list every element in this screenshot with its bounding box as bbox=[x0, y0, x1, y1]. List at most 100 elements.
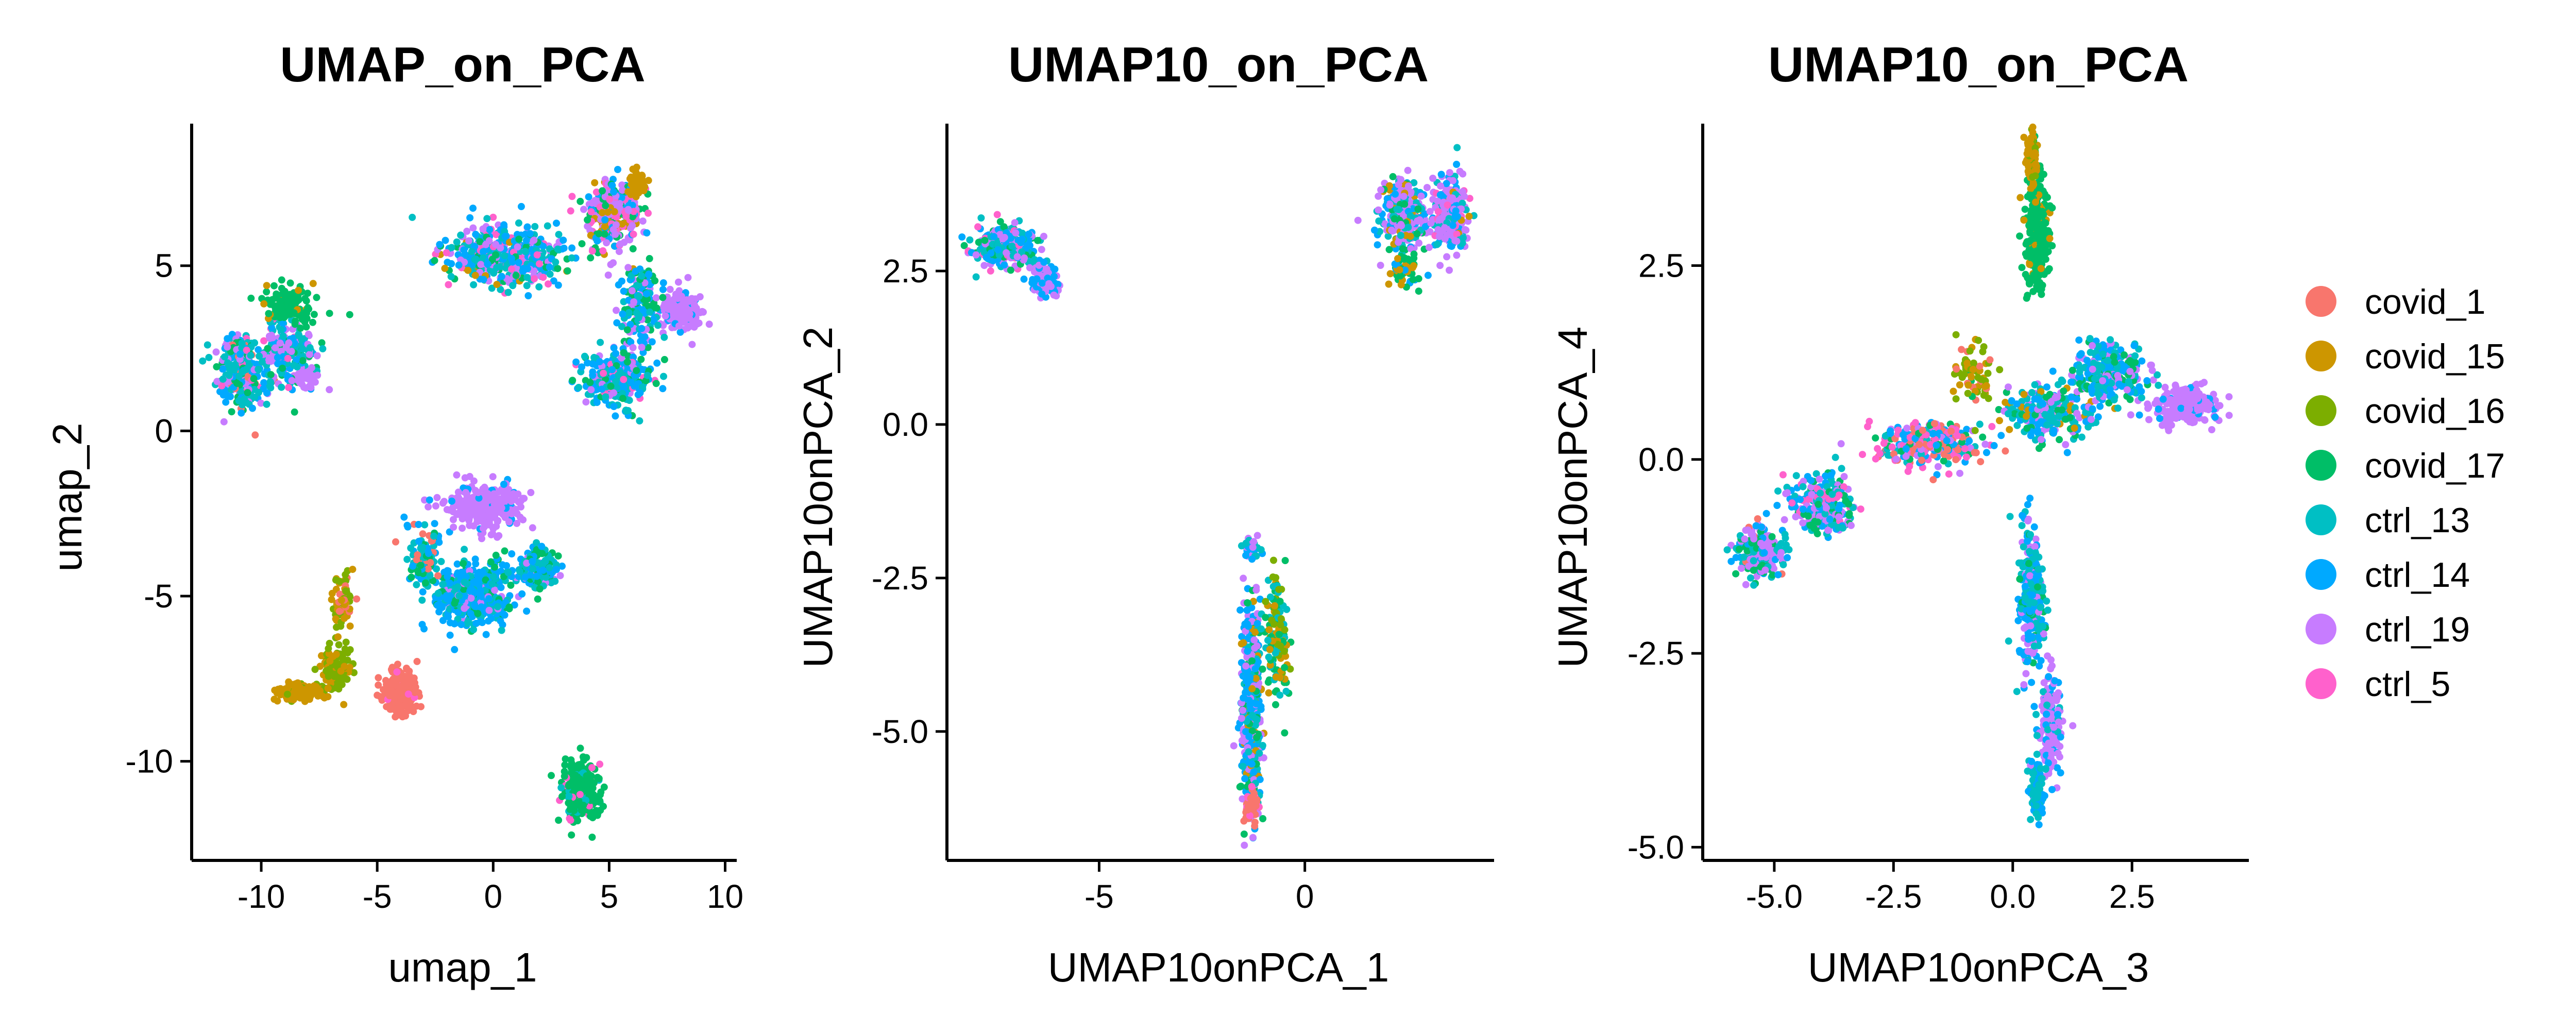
data-point-ctrl_14 bbox=[527, 230, 534, 238]
data-point-ctrl_14 bbox=[419, 588, 427, 596]
data-point-ctrl_19 bbox=[1397, 221, 1404, 228]
data-point-covid_15 bbox=[333, 651, 340, 658]
data-point-ctrl_19 bbox=[582, 398, 589, 405]
data-point-covid_1 bbox=[417, 703, 425, 710]
data-point-covid_17 bbox=[568, 759, 575, 767]
data-point-ctrl_19 bbox=[700, 309, 707, 316]
data-point-ctrl_14 bbox=[628, 379, 635, 386]
data-point-ctrl_14 bbox=[958, 233, 965, 241]
data-point-ctrl_13 bbox=[581, 353, 588, 360]
data-point-ctrl_13 bbox=[646, 309, 653, 316]
data-point-ctrl_19 bbox=[1429, 175, 1436, 182]
data-point-ctrl_19 bbox=[298, 381, 306, 388]
data-point-covid_1 bbox=[375, 674, 382, 681]
data-point-covid_17 bbox=[501, 547, 509, 554]
data-point-ctrl_13 bbox=[290, 362, 297, 369]
data-point-ctrl_19 bbox=[508, 510, 515, 517]
data-point-covid_16 bbox=[337, 680, 345, 687]
data-point-covid_17 bbox=[278, 276, 285, 283]
data-point-ctrl_14 bbox=[502, 233, 509, 240]
data-point-ctrl_5 bbox=[577, 791, 584, 798]
data-point-ctrl_13 bbox=[280, 332, 287, 340]
data-point-covid_16 bbox=[324, 669, 331, 676]
data-point-covid_17 bbox=[313, 294, 320, 301]
data-point-ctrl_5 bbox=[489, 214, 497, 221]
data-point-ctrl_13 bbox=[660, 334, 668, 341]
data-point-ctrl_13 bbox=[516, 568, 523, 575]
data-point-ctrl_14 bbox=[485, 617, 492, 624]
data-point-covid_17 bbox=[661, 356, 668, 363]
data-point-ctrl_5 bbox=[284, 355, 292, 362]
data-point-covid_17 bbox=[515, 235, 522, 243]
data-point-ctrl_19 bbox=[477, 513, 484, 520]
data-point-ctrl_14 bbox=[457, 621, 465, 628]
data-point-ctrl_14 bbox=[466, 214, 473, 222]
data-point-ctrl_5 bbox=[630, 231, 637, 238]
data-point-covid_1 bbox=[414, 551, 421, 558]
data-point-ctrl_13 bbox=[255, 389, 262, 396]
data-point-ctrl_19 bbox=[467, 595, 474, 602]
data-point-ctrl_14 bbox=[1026, 242, 1033, 249]
data-point-covid_17 bbox=[588, 834, 596, 841]
data-point-ctrl_19 bbox=[453, 471, 460, 479]
data-point-covid_17 bbox=[491, 564, 498, 571]
data-point-covid_17 bbox=[599, 187, 606, 194]
data-point-ctrl_19 bbox=[675, 323, 683, 330]
data-point-covid_17 bbox=[287, 279, 294, 286]
data-point-covid_17 bbox=[568, 832, 575, 839]
data-point-ctrl_14 bbox=[508, 255, 515, 262]
data-point-ctrl_14 bbox=[409, 563, 416, 570]
data-point-covid_1 bbox=[419, 530, 427, 537]
data-point-ctrl_19 bbox=[446, 506, 453, 514]
data-point-covid_17 bbox=[304, 304, 312, 311]
panel-title: UMAP_on_PCA bbox=[280, 37, 645, 92]
data-point-ctrl_13 bbox=[636, 417, 643, 425]
data-point-ctrl_19 bbox=[465, 517, 472, 524]
data-point-ctrl_14 bbox=[415, 521, 422, 528]
data-point-ctrl_13 bbox=[660, 373, 667, 380]
data-point-ctrl_19 bbox=[466, 473, 473, 480]
data-point-ctrl_5 bbox=[606, 196, 613, 203]
data-point-covid_15 bbox=[325, 685, 332, 692]
data-point-covid_17 bbox=[561, 773, 568, 780]
data-point-ctrl_13 bbox=[542, 557, 549, 564]
data-point-ctrl_19 bbox=[662, 312, 669, 319]
data-point-ctrl_14 bbox=[238, 410, 245, 417]
data-point-ctrl_14 bbox=[613, 319, 620, 327]
data-point-ctrl_13 bbox=[602, 393, 609, 400]
data-point-ctrl_14 bbox=[660, 279, 667, 286]
data-point-ctrl_14 bbox=[538, 543, 545, 550]
data-point-ctrl_14 bbox=[653, 360, 660, 367]
data-point-ctrl_14 bbox=[219, 365, 226, 372]
data-point-covid_17 bbox=[492, 251, 499, 259]
data-point-ctrl_19 bbox=[1388, 227, 1395, 234]
data-point-ctrl_19 bbox=[1040, 233, 1047, 240]
data-point-ctrl_13 bbox=[267, 378, 274, 385]
data-point-ctrl_13 bbox=[1453, 144, 1461, 151]
data-point-covid_17 bbox=[346, 311, 353, 318]
data-point-covid_16 bbox=[344, 649, 351, 656]
data-point-ctrl_13 bbox=[421, 521, 428, 529]
data-point-ctrl_19 bbox=[630, 298, 637, 306]
data-point-ctrl_19 bbox=[527, 489, 534, 496]
data-point-ctrl_14 bbox=[1437, 191, 1444, 198]
data-point-ctrl_13 bbox=[470, 281, 477, 289]
data-point-ctrl_19 bbox=[1418, 193, 1425, 200]
data-point-ctrl_14 bbox=[1016, 238, 1024, 245]
data-point-ctrl_14 bbox=[478, 603, 485, 611]
data-point-ctrl_19 bbox=[1386, 201, 1394, 209]
data-point-ctrl_5 bbox=[567, 207, 574, 214]
data-point-ctrl_19 bbox=[688, 295, 696, 302]
data-point-ctrl_14 bbox=[220, 392, 227, 399]
data-point-ctrl_13 bbox=[199, 358, 206, 365]
data-point-ctrl_14 bbox=[643, 229, 650, 236]
data-point-covid_17 bbox=[244, 389, 251, 396]
data-point-ctrl_19 bbox=[706, 320, 713, 328]
data-point-ctrl_14 bbox=[263, 390, 270, 397]
data-point-ctrl_19 bbox=[980, 262, 988, 269]
y-tick-label: 5 bbox=[155, 247, 173, 284]
data-point-ctrl_14 bbox=[608, 182, 616, 189]
data-point-ctrl_19 bbox=[1436, 262, 1444, 269]
data-point-ctrl_19 bbox=[459, 524, 466, 532]
